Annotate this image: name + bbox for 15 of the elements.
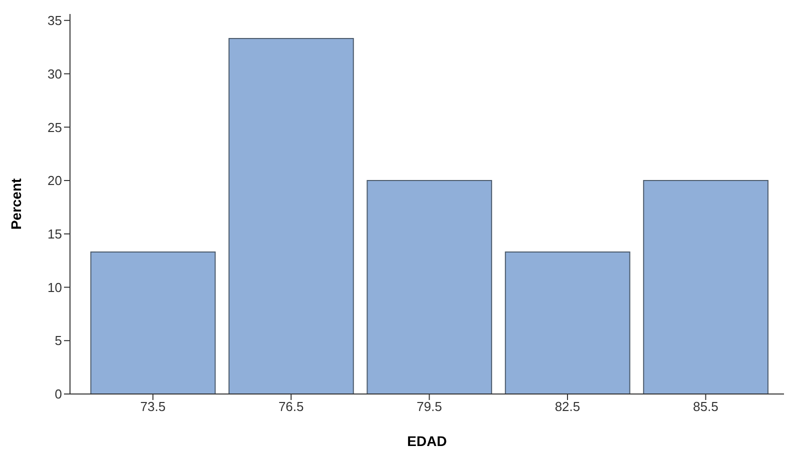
x-tick-label: 79.5 [416,399,442,414]
x-tick-label: 73.5 [140,399,166,414]
y-tick-label: 35 [48,13,62,28]
y-tick-label: 20 [48,173,62,188]
y-tick-label: 30 [48,66,62,82]
y-tick-label: 25 [48,120,62,135]
y-tick-label: 0 [54,386,62,402]
y-tick-label: 15 [48,226,62,242]
y-tick-label: 10 [48,280,62,295]
x-axis-title: EDAD [407,433,447,449]
y-tick-label: 5 [54,333,62,348]
x-tick-label: 85.5 [693,399,718,414]
y-axis-title: Percent [8,178,24,230]
x-tick-label: 76.5 [278,399,304,414]
x-tick-label: 82.5 [554,399,580,414]
